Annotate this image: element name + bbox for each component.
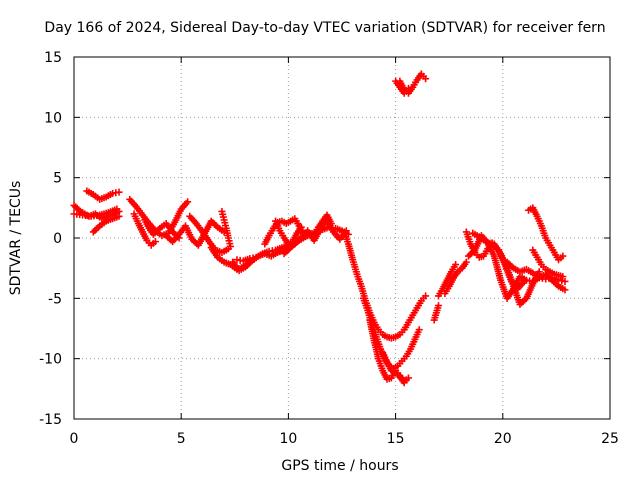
axis-ticks: 0 5 10 15 20 25 -15 -10 -5 0 5 10 15 [39,50,619,447]
series-arc-ag [525,204,567,264]
series-arc-f [130,210,159,249]
x-tick-label: 0 [70,431,79,447]
data-points [70,70,569,387]
data-point [415,326,423,334]
data-point [297,223,305,231]
y-tick-label: -10 [39,352,62,368]
series-arc-h [162,217,228,249]
data-point [561,277,569,285]
series-arc-y [430,302,442,324]
x-axis-label: GPS time / hours [281,458,398,474]
data-point [462,258,470,266]
data-point [422,292,430,300]
data-point [327,220,335,228]
series-arc-aa [441,258,470,298]
x-tick-label: 5 [177,431,186,447]
data-point [422,75,430,83]
series-arc-c [83,187,123,203]
data-point [535,268,543,276]
x-tick-label: 15 [387,431,405,447]
series-arc-o [272,217,305,248]
y-tick-label: 10 [44,110,62,126]
data-point [151,238,159,246]
data-point [559,273,567,281]
y-tick-label: -15 [39,412,62,428]
data-point [452,261,460,269]
y-tick-label: 0 [53,231,62,247]
x-tick-label: 20 [494,431,512,447]
series-arc-b [70,205,121,220]
y-tick-label: -5 [48,291,62,307]
chart-title: Day 166 of 2024, Sidereal Day-to-day VTE… [44,20,605,36]
series-arc-v [379,349,408,387]
y-tick-label: 15 [44,50,62,66]
data-point [227,242,235,250]
data-point [184,198,192,206]
data-point [115,212,123,220]
series-arc-r [310,211,335,238]
series-arc-s [340,228,430,342]
y-tick-label: 5 [53,171,62,187]
series-arc-i [186,212,232,256]
data-point [434,302,442,310]
data-point [520,277,528,285]
series-arc-x [392,77,412,97]
data-point [400,379,408,387]
series-arc-d [89,212,123,236]
data-point [561,286,569,294]
y-axis-label: SDTVAR / TECUs [8,181,24,296]
series-arc-ah [529,246,567,281]
data-point [113,205,121,213]
data-point [404,374,412,382]
data-point [115,188,123,196]
data-point [559,252,567,260]
series-arc-ac [462,228,496,261]
series-arc-k [218,207,235,250]
x-tick-label: 25 [601,431,619,447]
x-tick-label: 10 [279,431,297,447]
data-point [404,84,412,92]
